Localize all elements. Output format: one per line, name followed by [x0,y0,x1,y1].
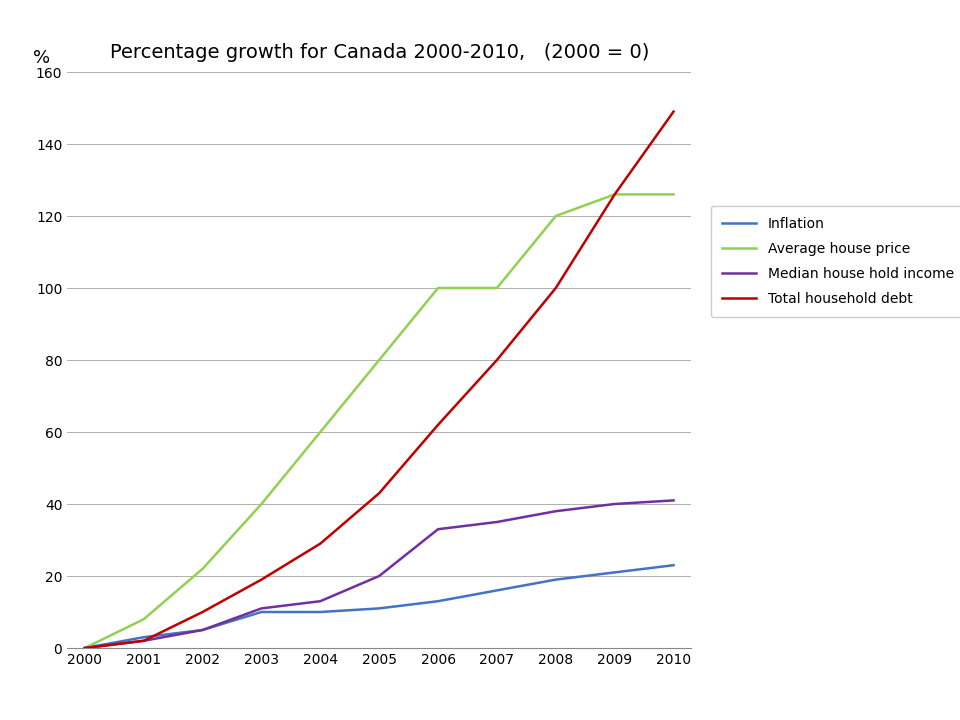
Median house hold income [668,496,680,505]
Average house price [550,212,562,220]
Total household debt [432,420,444,429]
Average house price [492,284,503,292]
Total household debt [197,608,208,616]
Average house price [197,564,208,573]
Average house price [609,190,620,199]
Median house hold income [138,636,150,645]
Text: %: % [33,49,50,67]
Average house price [79,644,90,652]
Inflation [609,568,620,577]
Average house price [315,428,326,436]
Median house hold income [550,507,562,516]
Median house hold income [373,572,385,580]
Average house price [432,284,444,292]
Total household debt [79,644,90,652]
Median house hold income [432,525,444,534]
Total household debt [492,356,503,364]
Inflation [668,561,680,570]
Median house hold income [492,518,503,526]
Median house hold income [79,644,90,652]
Line: Median house hold income: Median house hold income [84,500,674,648]
Legend: Inflation, Average house price, Median house hold income, Total household debt: Inflation, Average house price, Median h… [710,206,960,318]
Inflation [315,608,326,616]
Line: Average house price: Average house price [84,194,674,648]
Total household debt [668,107,680,116]
Line: Total household debt: Total household debt [84,112,674,648]
Title: Percentage growth for Canada 2000-2010,   (2000 = 0): Percentage growth for Canada 2000-2010, … [109,43,649,62]
Inflation [79,644,90,652]
Average house price [373,356,385,364]
Median house hold income [315,597,326,606]
Inflation [492,586,503,595]
Total household debt [609,190,620,199]
Inflation [197,626,208,634]
Average house price [138,615,150,624]
Total household debt [255,575,267,584]
Average house price [255,500,267,508]
Median house hold income [197,626,208,634]
Total household debt [550,284,562,292]
Inflation [373,604,385,613]
Average house price [668,190,680,199]
Total household debt [138,636,150,645]
Median house hold income [255,604,267,613]
Inflation [550,575,562,584]
Total household debt [315,539,326,548]
Inflation [255,608,267,616]
Inflation [432,597,444,606]
Median house hold income [609,500,620,508]
Total household debt [373,489,385,498]
Inflation [138,633,150,642]
Line: Inflation: Inflation [84,565,674,648]
